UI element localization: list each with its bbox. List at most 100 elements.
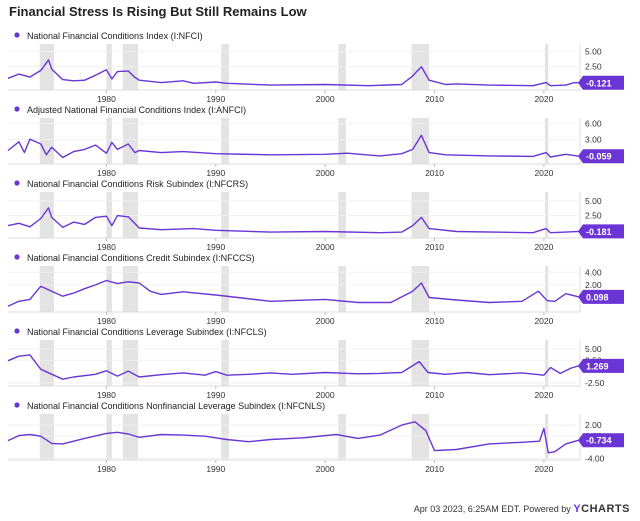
chart-panel-2: Adjusted National Financial Conditions I… bbox=[7, 105, 624, 178]
recession-band bbox=[411, 192, 430, 238]
x-tick-label: 2020 bbox=[534, 242, 553, 252]
series-line bbox=[7, 59, 579, 87]
current-value-label: 1.269 bbox=[586, 361, 609, 371]
x-tick-label: 2000 bbox=[316, 242, 335, 252]
x-tick-label: 1980 bbox=[97, 94, 116, 104]
x-tick-label: 2020 bbox=[534, 94, 553, 104]
y-tick-label: -4.00 bbox=[585, 453, 605, 463]
x-tick-label: 2000 bbox=[316, 390, 335, 400]
current-value-label: -0.181 bbox=[586, 227, 612, 237]
x-tick-label: 2010 bbox=[425, 390, 444, 400]
current-value-badge bbox=[578, 289, 624, 304]
recession-band bbox=[122, 118, 139, 164]
ycharts-logo: YCHARTS bbox=[573, 503, 630, 515]
chart-panel-3: National Financial Conditions Risk Subin… bbox=[7, 179, 624, 252]
current-value-label: 0.098 bbox=[586, 292, 609, 302]
series-name: Adjusted National Financial Conditions I… bbox=[27, 105, 246, 115]
x-tick-label: 2010 bbox=[425, 316, 444, 326]
legend-dot bbox=[14, 402, 20, 408]
recession-band bbox=[106, 266, 112, 312]
x-tick-label: 2020 bbox=[534, 168, 553, 178]
x-tick-label: 1990 bbox=[206, 464, 225, 474]
x-tick-label: 2020 bbox=[534, 464, 553, 474]
x-tick-label: 2000 bbox=[316, 94, 335, 104]
x-tick-label: 2010 bbox=[425, 464, 444, 474]
legend-dot bbox=[14, 254, 20, 260]
recession-band bbox=[122, 266, 139, 312]
y-tick-label: 2.00 bbox=[585, 280, 602, 290]
y-tick-label: 4.00 bbox=[585, 267, 602, 277]
recession-band bbox=[106, 118, 112, 164]
recession-band bbox=[106, 192, 112, 238]
x-tick-label: 1980 bbox=[97, 464, 116, 474]
chart-panel-4: National Financial Conditions Credit Sub… bbox=[7, 253, 624, 326]
recession-band bbox=[545, 118, 549, 164]
x-tick-label: 1980 bbox=[97, 242, 116, 252]
recession-band bbox=[221, 266, 229, 312]
x-tick-label: 1980 bbox=[97, 316, 116, 326]
current-value-label: -0.734 bbox=[586, 436, 612, 446]
footer-powered-by: Powered by bbox=[523, 504, 571, 514]
x-tick-label: 2000 bbox=[316, 464, 335, 474]
y-tick-label: 2.50 bbox=[585, 211, 602, 221]
ycharts-logo-y: Y bbox=[573, 503, 582, 515]
x-tick-label: 2000 bbox=[316, 316, 335, 326]
recession-band bbox=[106, 340, 112, 386]
recession-band bbox=[338, 340, 346, 386]
recession-band bbox=[39, 340, 54, 386]
recession-band bbox=[39, 192, 54, 238]
recession-band bbox=[338, 118, 346, 164]
recession-band bbox=[338, 414, 346, 460]
recession-band bbox=[221, 118, 229, 164]
x-tick-label: 1990 bbox=[206, 94, 225, 104]
chart-panel-5: National Financial Conditions Leverage S… bbox=[7, 327, 624, 400]
recession-band bbox=[221, 340, 229, 386]
recession-band bbox=[106, 414, 112, 460]
legend-dot bbox=[14, 328, 20, 334]
series-name: National Financial Conditions Leverage S… bbox=[27, 327, 267, 337]
recession-band bbox=[39, 118, 54, 164]
x-tick-label: 1980 bbox=[97, 390, 116, 400]
current-value-label: -0.059 bbox=[586, 152, 612, 162]
series-name: National Financial Conditions Nonfinanci… bbox=[27, 401, 325, 411]
current-value-badge bbox=[578, 358, 624, 373]
series-line bbox=[7, 279, 580, 307]
recession-band bbox=[545, 414, 549, 460]
recession-band bbox=[545, 340, 549, 386]
y-tick-label: 5.00 bbox=[585, 344, 602, 354]
current-value-badge bbox=[578, 149, 624, 164]
series-name: National Financial Conditions Credit Sub… bbox=[27, 253, 255, 263]
footer-timestamp: Apr 03 2023, 6:25AM EDT. bbox=[413, 504, 521, 514]
x-tick-label: 2000 bbox=[316, 168, 335, 178]
recession-band bbox=[411, 414, 430, 460]
y-tick-label: 6.00 bbox=[585, 118, 602, 128]
x-tick-label: 2020 bbox=[534, 390, 553, 400]
x-tick-label: 2020 bbox=[534, 316, 553, 326]
y-tick-label: 5.00 bbox=[585, 46, 602, 56]
series-line bbox=[7, 421, 580, 454]
recession-band bbox=[545, 192, 549, 238]
recession-band bbox=[545, 266, 549, 312]
current-value-label: -0.121 bbox=[586, 78, 612, 88]
series-line bbox=[7, 354, 580, 380]
chart-panel-1: National Financial Conditions Index (I:N… bbox=[7, 31, 624, 104]
recession-band bbox=[221, 192, 229, 238]
series-line bbox=[7, 134, 580, 159]
recession-band bbox=[411, 266, 430, 312]
y-tick-label: 5.00 bbox=[585, 196, 602, 206]
legend-dot bbox=[14, 180, 20, 186]
recession-band bbox=[122, 192, 139, 238]
x-tick-label: 1990 bbox=[206, 390, 225, 400]
page-title: Financial Stress Is Rising But Still Rem… bbox=[9, 4, 307, 19]
series-name: National Financial Conditions Risk Subin… bbox=[27, 179, 248, 189]
x-tick-label: 1980 bbox=[97, 168, 116, 178]
chart-panel-6: National Financial Conditions Nonfinanci… bbox=[7, 401, 624, 474]
current-value-badge bbox=[578, 224, 624, 239]
recession-band bbox=[411, 118, 430, 164]
y-tick-label: -2.50 bbox=[585, 378, 605, 388]
x-tick-label: 1990 bbox=[206, 242, 225, 252]
recession-band bbox=[338, 266, 346, 312]
recession-band bbox=[338, 192, 346, 238]
y-tick-label: 2.50 bbox=[585, 62, 602, 72]
